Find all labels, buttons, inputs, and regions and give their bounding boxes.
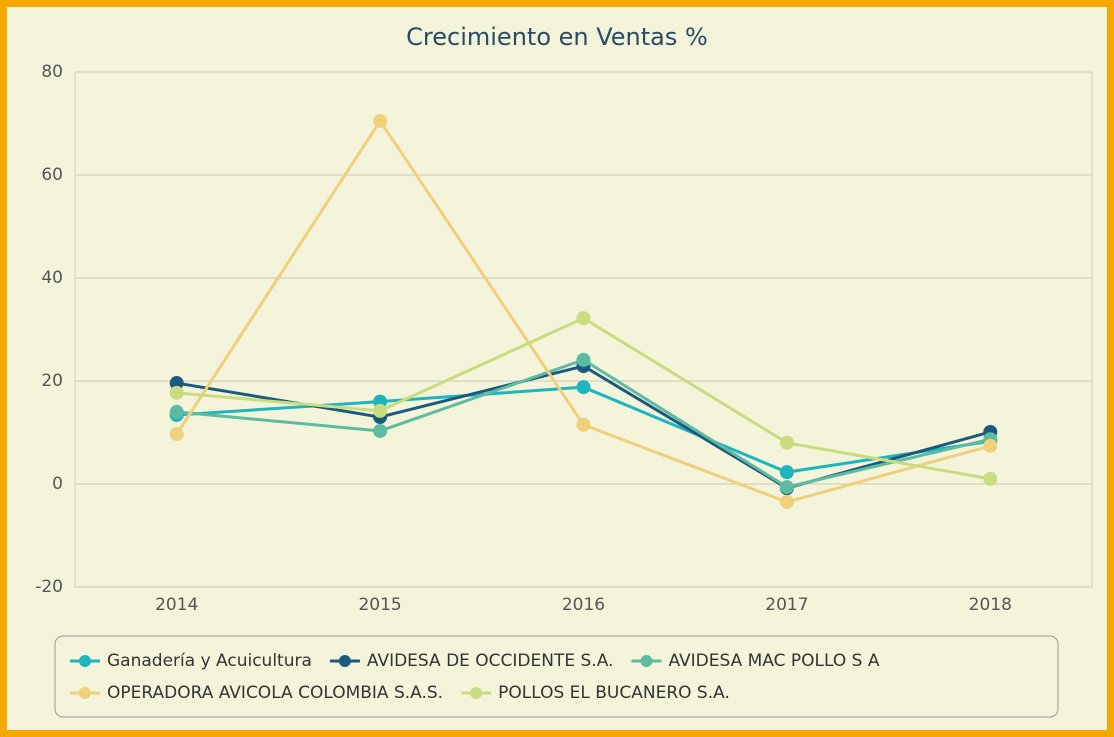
y-tick-label: 0 — [52, 474, 63, 494]
data-point — [373, 423, 388, 438]
legend-marker — [470, 687, 483, 699]
legend-marker — [338, 655, 351, 667]
x-tick-label: 2014 — [155, 595, 198, 615]
data-point — [779, 465, 794, 480]
data-point — [779, 435, 794, 450]
y-tick-label: 20 — [41, 371, 63, 391]
data-point — [169, 376, 184, 391]
data-point — [983, 471, 998, 486]
legend-box — [54, 635, 1059, 718]
x-tick-label: 2017 — [765, 595, 808, 615]
data-point — [169, 404, 184, 419]
legend-label: AVIDESA DE OCCIDENTE S.A. — [367, 651, 614, 671]
data-point — [779, 480, 794, 495]
data-point — [576, 417, 591, 432]
legend-label: AVIDESA MAC POLLO S A — [668, 651, 879, 671]
data-point — [576, 380, 591, 395]
data-point — [373, 403, 388, 418]
y-tick-label: 60 — [41, 165, 63, 185]
chart-title: Crecimiento en Ventas % — [406, 23, 708, 51]
x-tick-label: 2018 — [969, 595, 1012, 615]
x-tick-label: 2015 — [358, 595, 401, 615]
data-point — [983, 438, 998, 453]
y-tick-label: 40 — [41, 268, 63, 288]
data-point — [576, 311, 591, 326]
legend-label: POLLOS EL BUCANERO S.A. — [498, 683, 730, 703]
y-tick-label: -20 — [35, 577, 63, 597]
legend-label: Ganadería y Acuicultura — [107, 651, 312, 671]
legend-label: OPERADORA AVICOLA COLOMBIA S.A.S. — [107, 683, 443, 703]
data-point — [373, 113, 388, 128]
legend-marker — [79, 687, 91, 699]
data-point — [779, 495, 794, 510]
legend-marker — [79, 655, 91, 667]
data-point — [169, 427, 184, 442]
data-point — [169, 385, 184, 400]
data-point — [576, 352, 591, 367]
x-tick-label: 2016 — [562, 595, 605, 615]
legend-marker — [640, 655, 653, 667]
y-tick-label: 80 — [41, 62, 63, 82]
